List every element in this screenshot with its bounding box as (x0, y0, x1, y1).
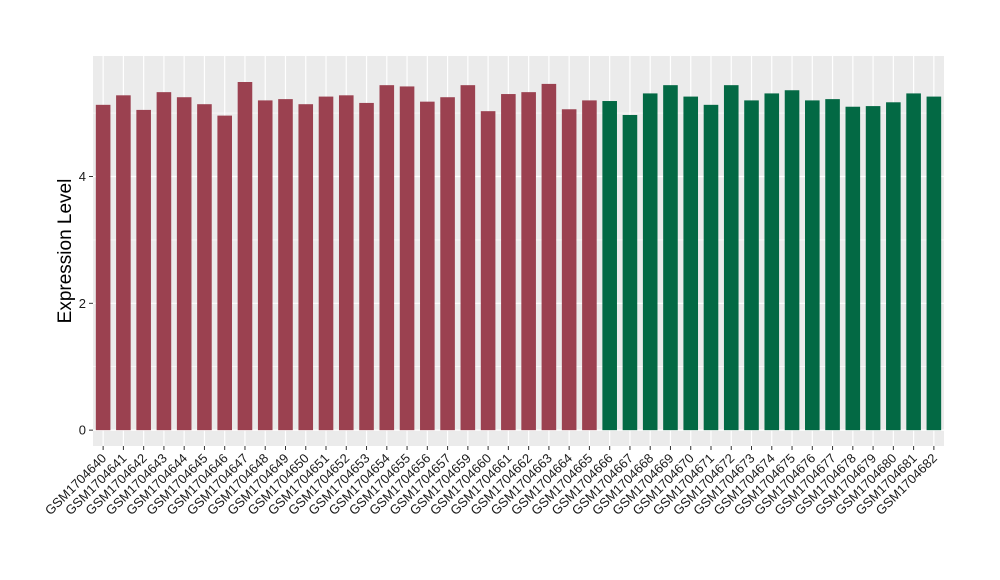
bar-GSM1704666 (602, 101, 617, 430)
bar-GSM1704645 (197, 104, 212, 430)
bar-GSM1704665 (582, 100, 597, 430)
bar-GSM1704669 (663, 85, 678, 430)
bar-GSM1704655 (400, 86, 415, 430)
bar-GSM1704641 (116, 95, 131, 430)
bar-GSM1704657 (440, 97, 455, 430)
bar-GSM1704644 (177, 97, 192, 430)
bar-GSM1704670 (683, 97, 698, 431)
bar-GSM1704664 (562, 109, 577, 430)
bar-GSM1704656 (420, 102, 435, 430)
bar-GSM1704642 (136, 110, 151, 430)
bar-GSM1704681 (906, 93, 921, 430)
y-axis: 0 2 4 (79, 169, 93, 438)
y-axis-label: Expression Level (55, 179, 76, 324)
bar-GSM1704672 (724, 85, 739, 430)
y-tick-label: 0 (79, 423, 86, 438)
bar-GSM1704643 (157, 92, 172, 430)
bar-GSM1704654 (380, 85, 395, 430)
bar-GSM1704647 (238, 82, 253, 430)
y-tick-label: 4 (79, 169, 86, 184)
bar-GSM1704668 (643, 93, 658, 430)
bar-GSM1704676 (805, 100, 820, 430)
bar-GSM1704680 (886, 102, 901, 430)
bar-GSM1704663 (542, 84, 557, 430)
bar-GSM1704640 (96, 105, 111, 430)
bar-GSM1704678 (846, 107, 861, 430)
bar-GSM1704653 (359, 103, 374, 430)
bar-GSM1704660 (481, 111, 496, 430)
bar-GSM1704661 (501, 94, 516, 430)
bar-GSM1704675 (785, 90, 800, 430)
bar-GSM1704673 (744, 100, 759, 430)
bar-GSM1704652 (339, 95, 354, 430)
y-tick-label: 2 (79, 296, 86, 311)
bar-GSM1704648 (258, 100, 273, 430)
bar-GSM1704674 (764, 93, 779, 430)
x-axis: GSM1704640GSM1704641GSM1704642GSM1704643… (42, 446, 940, 518)
bar-GSM1704649 (278, 99, 293, 430)
bar-GSM1704667 (623, 115, 638, 430)
bar-GSM1704682 (927, 97, 942, 431)
bar-GSM1704679 (866, 106, 881, 430)
bar-GSM1704677 (825, 99, 840, 430)
bar-GSM1704659 (461, 85, 476, 430)
bar-GSM1704662 (521, 92, 536, 430)
bar-GSM1704646 (217, 116, 232, 431)
bar-GSM1704671 (704, 105, 719, 430)
bar-GSM1704650 (298, 104, 313, 430)
bar-GSM1704651 (319, 97, 334, 431)
